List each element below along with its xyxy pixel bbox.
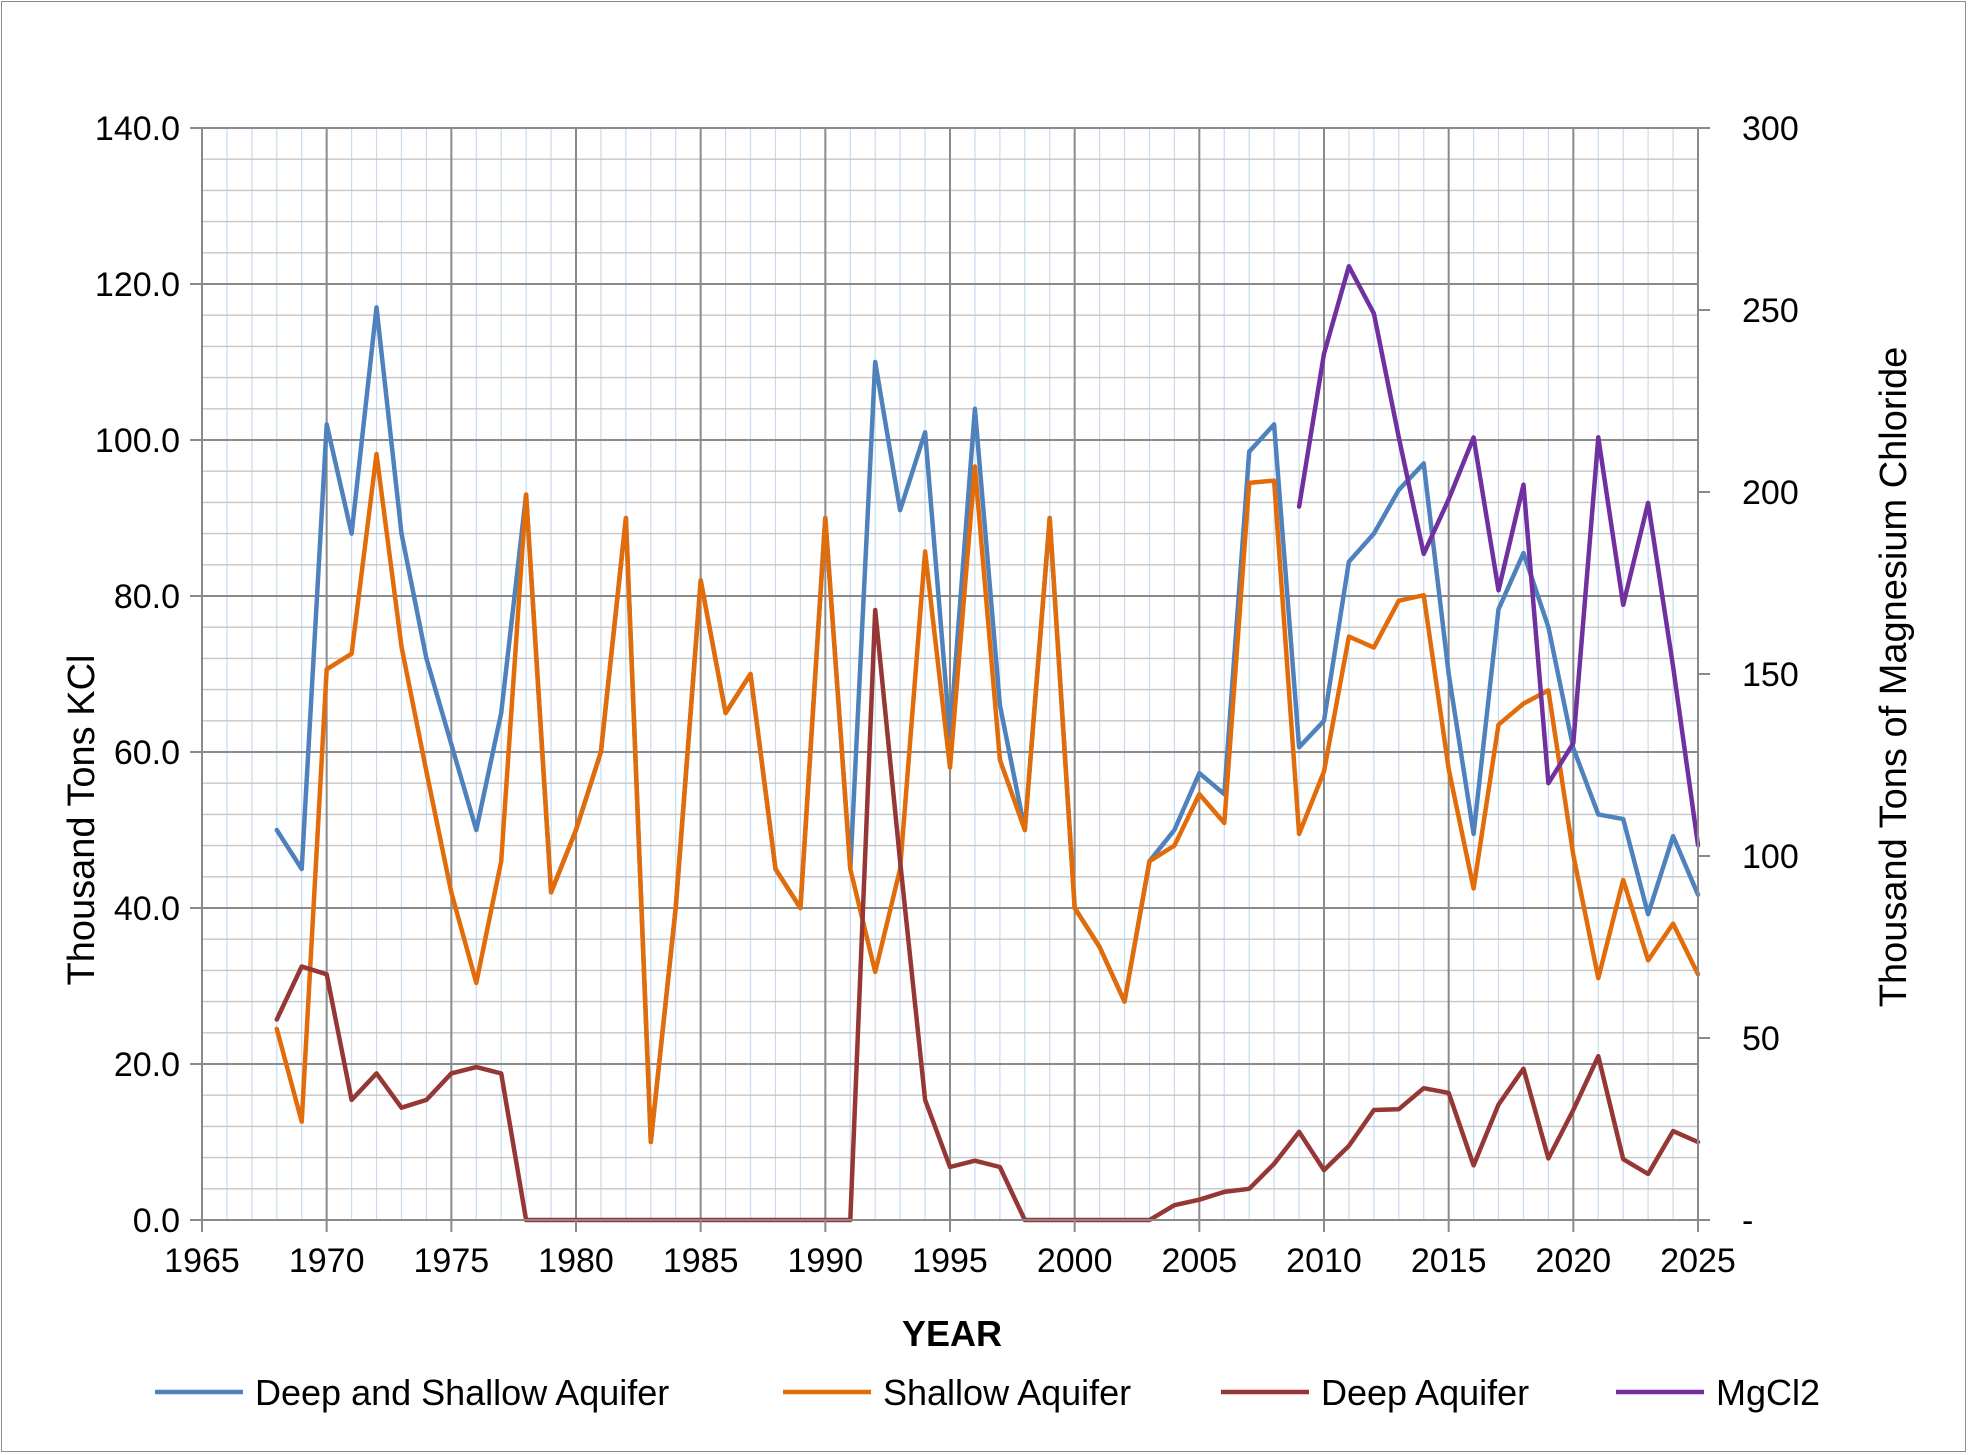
- series-line-shallow-aquifer: [274, 451, 1701, 1145]
- x-tick-label: 1975: [414, 1242, 490, 1280]
- y2-tick-label: 300: [1742, 110, 1799, 148]
- legend-label: Deep and Shallow Aquifer: [255, 1372, 669, 1413]
- x-tick-label: 2010: [1286, 1242, 1362, 1280]
- y2-tick-label: 150: [1742, 656, 1799, 694]
- x-tick-label: 2025: [1660, 1242, 1736, 1280]
- axes: 0.0 20.0 40.0 60.0 80.0 100.0 120.0 140.0 - 50 100…: [95, 110, 1799, 1280]
- legend-label: Deep Aquifer: [1321, 1372, 1529, 1413]
- y-tick-label: 100.0: [95, 422, 180, 460]
- y-tick-label: 20.0: [114, 1046, 180, 1084]
- series-line-deep-aquifer: [274, 607, 1701, 1223]
- y-axis-title: Thousand Tons KCl: [61, 655, 103, 986]
- series-lines: [274, 264, 1701, 1223]
- legend-label: Shallow Aquifer: [883, 1372, 1131, 1413]
- y-tick-label: 120.0: [95, 266, 180, 304]
- x-tick-label: 2020: [1536, 1242, 1612, 1280]
- legend: Deep and Shallow Aquifer Shallow Aquifer D…: [155, 1372, 1820, 1413]
- x-axis-title: YEAR: [902, 1313, 1002, 1354]
- y2-tick-label: 250: [1742, 292, 1799, 330]
- grid: [201, 127, 1699, 1221]
- x-tick-label: 2015: [1411, 1242, 1487, 1280]
- y-tick-label: 80.0: [114, 578, 180, 616]
- x-tick-label: 1970: [289, 1242, 365, 1280]
- y-tick-label: 60.0: [114, 734, 180, 772]
- y2-axis-title: Thousand Tons of Magnesium Chloride: [1873, 347, 1915, 1007]
- y-tick-label: 0.0: [133, 1202, 180, 1240]
- x-tick-label: 1995: [912, 1242, 988, 1280]
- y-tick-label: 40.0: [114, 890, 180, 928]
- legend-label: MgCl2: [1716, 1372, 1820, 1413]
- y-tick-label: 140.0: [95, 110, 180, 148]
- x-tick-label: 1980: [538, 1242, 614, 1280]
- x-tick-label: 2005: [1162, 1242, 1238, 1280]
- x-tick-label: 1985: [663, 1242, 739, 1280]
- x-tick-label: 1990: [788, 1242, 864, 1280]
- series-line-mgcl2: [1296, 264, 1701, 848]
- y2-tick-label: 100: [1742, 838, 1799, 876]
- series-line-deep-and-shallow-aquifer: [274, 305, 1701, 1145]
- x-tick-label: 2000: [1037, 1242, 1113, 1280]
- y2-tick-label: -: [1742, 1202, 1753, 1240]
- y2-tick-label: 200: [1742, 474, 1799, 512]
- x-tick-label: 1965: [164, 1242, 240, 1280]
- y2-tick-label: 50: [1742, 1020, 1780, 1058]
